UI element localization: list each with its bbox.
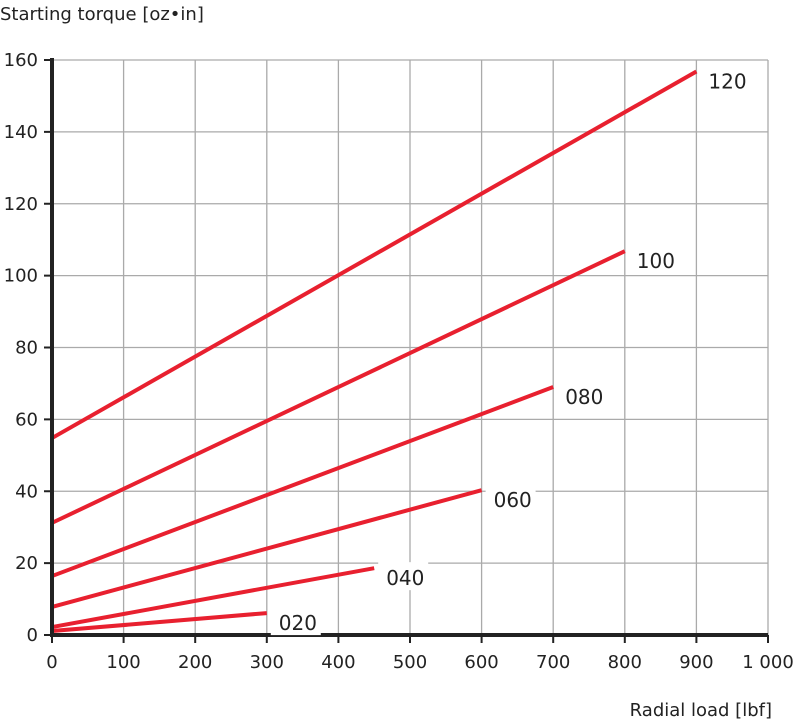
series-label-bg	[270, 607, 321, 636]
series-line-060	[51, 488, 483, 609]
tick-labels: 0 100 200 300 400 500 600 700 800 900 1 0000204060…	[4, 50, 794, 673]
x-tick-label: 600	[464, 652, 498, 673]
x-tick-label: 500	[393, 652, 427, 673]
y-tick-label: 20	[15, 553, 38, 574]
x-tick-label: 0	[46, 652, 57, 673]
series-label-020: 020	[279, 611, 317, 635]
series-label-bg	[700, 65, 751, 94]
series-line-120	[51, 69, 698, 440]
series-lines	[51, 69, 698, 634]
y-tick-label: 40	[15, 481, 38, 502]
series-labels: 020 040 060 080 100 120	[270, 65, 751, 636]
series-label-bg	[628, 245, 679, 274]
y-tick-label: 80	[15, 338, 38, 359]
x-tick-label: 300	[250, 652, 284, 673]
series-label-bg	[485, 484, 536, 513]
axes	[44, 58, 769, 643]
x-tick-label: 100	[106, 652, 140, 673]
y-tick-label: 100	[4, 266, 38, 287]
y-tick-label: 120	[4, 194, 38, 215]
y-tick-label: 60	[15, 409, 38, 430]
series-label-080: 080	[565, 385, 603, 409]
grid	[52, 59, 769, 635]
series-label-bg	[378, 562, 429, 591]
y-tick-label: 160	[4, 50, 38, 71]
series-label-060: 060	[494, 488, 532, 512]
series-label-040: 040	[386, 566, 424, 590]
series-label-120: 120	[708, 70, 746, 94]
series-label-bg	[557, 381, 608, 410]
series-line-080	[51, 385, 554, 578]
series-line-040	[51, 566, 375, 630]
y-tick-label: 0	[27, 625, 38, 646]
series-line-020	[51, 611, 267, 634]
y-tick-label: 140	[4, 122, 38, 143]
y-axis-label: Starting torque [oz•in]	[0, 4, 204, 25]
series-label-100: 100	[637, 249, 675, 273]
x-tick-label: 800	[608, 652, 642, 673]
x-tick-label: 1 000	[742, 652, 794, 673]
x-tick-label: 200	[178, 652, 212, 673]
x-tick-label: 700	[536, 652, 570, 673]
x-tick-label: 900	[679, 652, 713, 673]
x-tick-label: 400	[321, 652, 355, 673]
series-line-100	[51, 249, 626, 525]
x-axis-label: Radial load [lbf]	[630, 700, 772, 721]
